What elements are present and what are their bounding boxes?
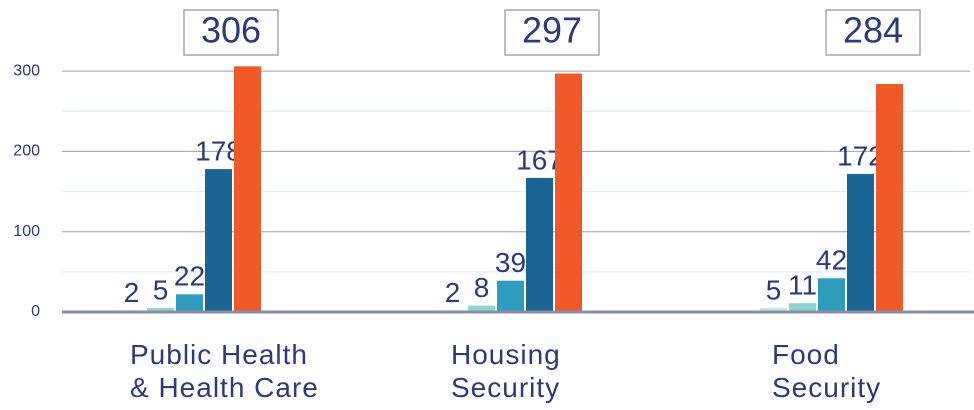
bar xyxy=(234,66,261,312)
total-label: 306 xyxy=(201,10,261,51)
total-box xyxy=(504,9,600,56)
total-box xyxy=(183,9,279,56)
bar xyxy=(760,307,787,312)
bar xyxy=(876,83,903,312)
value-label: 2 xyxy=(124,277,140,308)
bar xyxy=(818,278,845,312)
value-label: 5 xyxy=(153,274,169,305)
bar xyxy=(555,73,582,313)
bar xyxy=(497,280,524,312)
value-label: 42 xyxy=(816,245,847,276)
bar xyxy=(789,303,816,312)
bar xyxy=(847,173,874,312)
total-box xyxy=(825,9,921,56)
value-label: 5 xyxy=(766,274,782,305)
bar xyxy=(176,294,203,312)
value-label: 39 xyxy=(495,247,526,278)
bar xyxy=(147,307,174,312)
total-label: 284 xyxy=(843,10,903,51)
value-label: 11 xyxy=(788,270,817,301)
category-label: Food Security xyxy=(772,339,882,403)
bar xyxy=(526,177,553,312)
category-label: Housing Security xyxy=(451,339,561,403)
total-label: 297 xyxy=(522,10,582,51)
category-label: Public Health & Health Care xyxy=(130,339,319,403)
value-label: 8 xyxy=(474,272,490,303)
bar xyxy=(205,169,232,312)
y-tick-label: 0 xyxy=(31,303,40,320)
y-tick-label: 100 xyxy=(13,223,40,240)
y-tick-label: 300 xyxy=(13,62,40,79)
bar xyxy=(468,305,495,312)
value-label: 22 xyxy=(174,261,205,292)
y-tick-label: 200 xyxy=(13,143,40,160)
value-label: 2 xyxy=(445,277,461,308)
